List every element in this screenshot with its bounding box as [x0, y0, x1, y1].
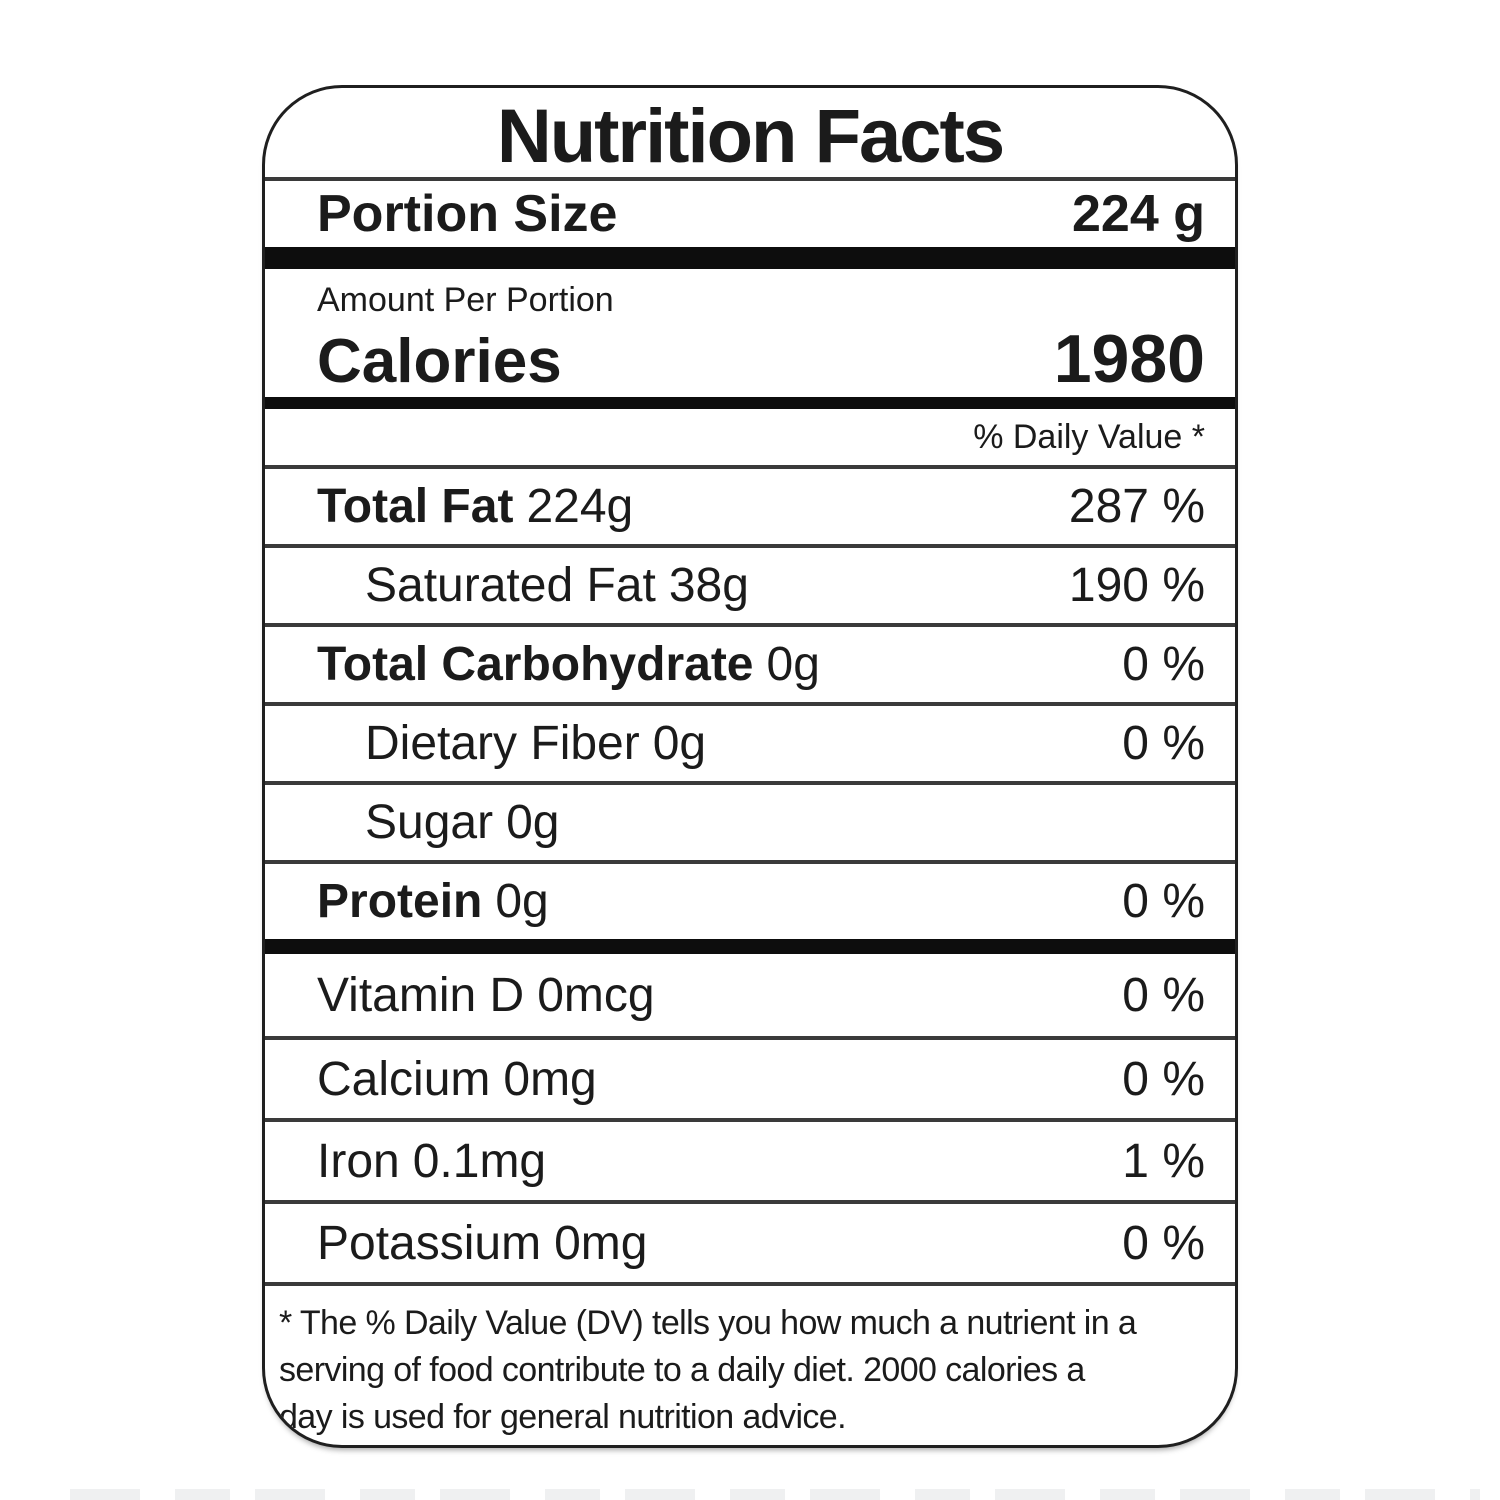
calories-label: Calories	[317, 327, 562, 396]
nutrient-row-saturated-fat: Saturated Fat 38g 190 %	[265, 544, 1235, 623]
nutrient-daily-value: 0 %	[1122, 968, 1205, 1022]
nutrient-text: Potassium 0mg	[317, 1216, 647, 1271]
nutrient-amount: 0g	[652, 717, 707, 770]
nutrient-name: Total Fat	[317, 480, 514, 533]
nutrient-text: Dietary Fiber 0g	[365, 716, 706, 771]
nutrient-amount: 0mcg	[537, 968, 655, 1022]
micronutrient-row-vitamin-d: Vitamin D 0mcg 0 %	[265, 954, 1235, 1036]
nutrient-name: Protein	[317, 875, 483, 928]
nutrient-daily-value: 0 %	[1122, 717, 1205, 770]
nutrient-amount: 38g	[668, 559, 749, 612]
calories-value: 1980	[1053, 321, 1205, 397]
portion-size-row: Portion Size 224 g	[265, 177, 1235, 247]
nutrient-amount: 0g	[495, 875, 549, 928]
nutrition-facts-label: Nutrition Facts Portion Size 224 g Amoun…	[262, 85, 1238, 1448]
nutrient-text: Iron 0.1mg	[317, 1134, 546, 1189]
nutrient-name: Calcium	[317, 1052, 491, 1106]
amount-per-portion-label: Amount Per Portion	[317, 281, 614, 319]
nutrient-amount: 0g	[506, 796, 560, 849]
portion-size-value: 224 g	[1072, 185, 1205, 243]
nutrient-text: Sugar 0g	[365, 795, 559, 850]
nutrient-row-total-fat: Total Fat 224g 287 %	[265, 465, 1235, 544]
nutrient-row-total-carbohydrate: Total Carbohydrate 0g 0 %	[265, 623, 1235, 702]
calories-row: Calories 1980	[317, 320, 1205, 398]
nutrient-text: Vitamin D 0mcg	[317, 968, 655, 1023]
nutrient-row-sugar: Sugar 0g	[265, 781, 1235, 860]
micronutrient-row-potassium: Potassium 0mg 0 %	[265, 1200, 1235, 1282]
nutrient-name: Potassium	[317, 1216, 542, 1270]
nutrient-amount: 0.1mg	[412, 1134, 547, 1188]
portion-size-label: Portion Size	[317, 185, 618, 243]
thick-divider-bar	[265, 247, 1235, 269]
footnote-line: * The % Daily Value (DV) tells you how m…	[279, 1304, 1137, 1342]
nutrient-daily-value: 190 %	[1068, 559, 1205, 612]
nutrient-daily-value: 0 %	[1122, 875, 1205, 928]
footnote-line: day is used for general nutrition advice…	[279, 1398, 847, 1436]
calories-section: Amount Per Portion Calories 1980	[265, 269, 1235, 397]
nutrient-row-protein: Protein 0g 0 %	[265, 860, 1235, 939]
micronutrient-row-iron: Iron 0.1mg 1 %	[265, 1118, 1235, 1200]
nutrient-name: Saturated Fat	[365, 559, 656, 612]
nutrient-text: Calcium 0mg	[317, 1052, 597, 1107]
micronutrient-row-calcium: Calcium 0mg 0 %	[265, 1036, 1235, 1118]
nutrient-text: Total Carbohydrate 0g	[317, 637, 820, 692]
daily-value-header: % Daily Value *	[973, 417, 1205, 456]
nutrient-name: Sugar	[365, 796, 494, 849]
nutrient-name: Total Carbohydrate	[317, 638, 754, 691]
nutrient-amount: 0mg	[503, 1052, 597, 1106]
footnote-line: serving of food contribute to a daily di…	[279, 1351, 1085, 1389]
nutrient-daily-value: 0 %	[1122, 1052, 1205, 1106]
thick-divider-bar	[265, 939, 1235, 954]
nutrient-daily-value: 0 %	[1122, 638, 1205, 691]
bottom-edge-artifact	[70, 1489, 1480, 1500]
nutrient-text: Saturated Fat 38g	[365, 558, 749, 613]
nutrient-row-dietary-fiber: Dietary Fiber 0g 0 %	[265, 702, 1235, 781]
label-title: Nutrition Facts	[496, 94, 1005, 179]
nutrient-name: Vitamin D	[317, 968, 525, 1022]
nutrient-name: Iron	[317, 1134, 400, 1188]
nutrient-daily-value: 0 %	[1122, 1216, 1205, 1270]
nutrient-text: Total Fat 224g	[317, 479, 633, 534]
nutrient-daily-value: 1 %	[1122, 1134, 1205, 1188]
thick-divider-bar	[265, 397, 1235, 409]
nutrient-name: Dietary Fiber	[365, 717, 640, 770]
nutrient-amount: 0g	[766, 638, 820, 691]
nutrient-amount: 224g	[526, 480, 634, 533]
daily-value-footnote: * The % Daily Value (DV) tells you how m…	[265, 1282, 1235, 1445]
nutrient-amount: 0mg	[554, 1216, 648, 1270]
nutrient-text: Protein 0g	[317, 874, 549, 929]
nutrient-daily-value: 287 %	[1068, 480, 1205, 533]
